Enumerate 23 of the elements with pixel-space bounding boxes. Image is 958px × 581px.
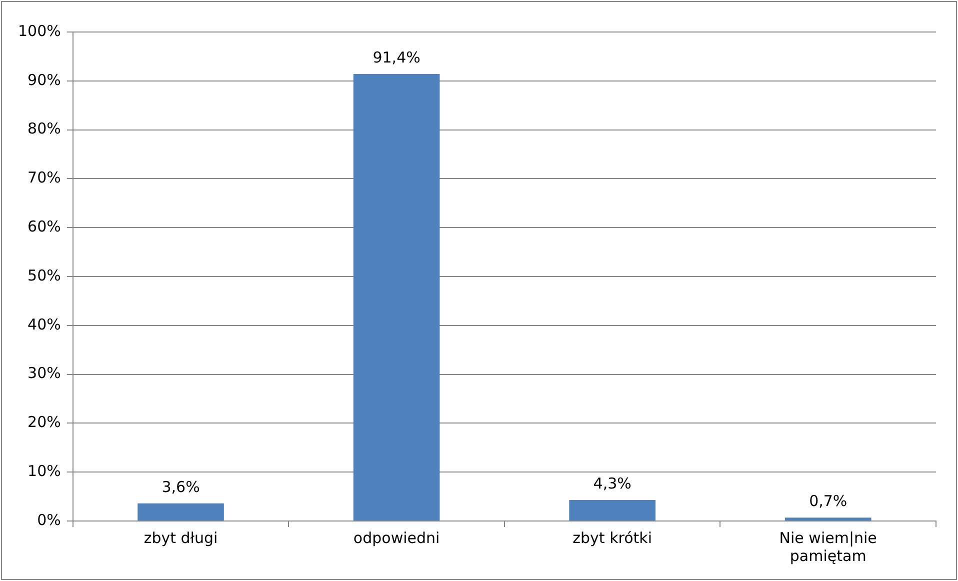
y-tick-label: 40% [28, 315, 61, 334]
bar [569, 500, 656, 520]
data-label: 0,7% [809, 492, 848, 510]
y-tick-label: 20% [28, 413, 61, 432]
y-tick-label: 10% [28, 462, 61, 480]
y-tick-label: 80% [28, 120, 61, 138]
y-tick-label: 0% [37, 510, 61, 529]
bar [784, 518, 872, 520]
x-tick-label: zbyt długi [144, 528, 218, 547]
data-label: 3,6% [162, 478, 200, 496]
x-tick-label: zbyt krótki [572, 528, 652, 547]
data-label: 4,3% [593, 474, 632, 492]
x-tick-label: Nie wiem|nie pamiętam [779, 528, 877, 565]
y-tick-label: 50% [28, 266, 61, 284]
bar [138, 503, 224, 520]
y-tick-label: 60% [28, 217, 61, 236]
y-tick-label: 100% [18, 22, 61, 40]
y-tick-label: 70% [28, 168, 61, 187]
x-tick-label: odpowiedni [353, 528, 440, 547]
bar [353, 74, 440, 520]
data-label: 91,4% [372, 48, 420, 66]
y-tick-label: 90% [28, 70, 61, 89]
y-tick-label: 30% [28, 364, 61, 382]
